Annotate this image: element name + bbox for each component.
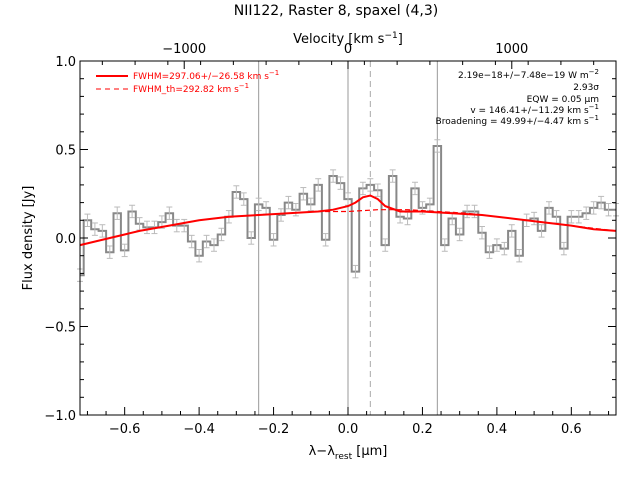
annotation-eqw: EQW = 0.05 μm <box>527 95 599 105</box>
x-tick-label: 0.0 <box>338 422 359 437</box>
top-tick-label: 1000 <box>495 42 528 57</box>
y-tick-label: 1.0 <box>55 55 76 70</box>
error-bar <box>129 204 136 219</box>
error-bar <box>434 139 441 153</box>
fit-annotations: 2.19e−18+/−7.48e−19 W m−2 2.93σ EQW = 0.… <box>436 68 600 127</box>
error-bar <box>374 183 381 197</box>
error-bar <box>583 206 590 220</box>
y-tick-label: 0.5 <box>55 144 76 159</box>
error-bar <box>322 233 329 247</box>
annotation-velocity: v = 146.41+/−11.29 km s−1 <box>470 103 599 116</box>
error-bar <box>196 249 203 263</box>
error-bar <box>501 241 508 256</box>
y-tick-label: −0.5 <box>44 321 76 336</box>
y-axis-label: Flux density [Jy] <box>21 186 36 291</box>
error-bar <box>315 178 322 192</box>
error-bar <box>99 224 106 238</box>
error-bar <box>114 206 121 220</box>
error-bar <box>233 185 240 199</box>
error-bar <box>218 227 225 242</box>
annotation-flux: 2.19e−18+/−7.48e−19 W m−2 <box>458 68 599 81</box>
error-bar <box>389 169 396 183</box>
error-bar <box>337 176 344 190</box>
error-bar <box>300 187 307 201</box>
error-bar <box>546 201 552 215</box>
error-bar <box>382 238 389 252</box>
error-bar <box>173 218 180 233</box>
error-bar <box>412 181 418 196</box>
error-bar <box>479 225 485 240</box>
error-bar <box>255 197 262 212</box>
error-bar <box>471 204 478 219</box>
legend-theory-label: FWHM_th=292.82 km s−1 <box>133 82 249 95</box>
annotation-broadening: Broadening = 49.99+/−4.47 km s−1 <box>436 114 599 127</box>
error-bar <box>560 241 567 256</box>
error-bar <box>598 195 605 210</box>
error-bar <box>590 201 597 215</box>
error-bar <box>508 224 515 238</box>
error-bar <box>188 234 195 249</box>
error-bar <box>144 220 150 235</box>
error-bar <box>121 243 128 258</box>
error-bar <box>516 249 523 263</box>
error-bar <box>285 195 292 210</box>
error-bar <box>531 211 538 226</box>
error-bar <box>166 206 173 220</box>
chart-title: NII122, Raster 8, spaxel (4,3) <box>234 3 439 19</box>
x-tick-label: −0.4 <box>183 422 215 437</box>
top-tick-label: −1000 <box>162 42 206 57</box>
error-bar <box>106 245 113 259</box>
x-tick-label: −0.2 <box>258 422 290 437</box>
error-bar <box>486 245 493 259</box>
error-bar <box>367 178 374 192</box>
error-bar <box>359 181 366 196</box>
error-bar <box>605 202 612 217</box>
x-tick-label: 0.4 <box>487 422 508 437</box>
plot-area: −0.6 −0.4 −0.2 0.0 0.2 0.4 0.6 −1000 0 1000 −1.0 −0… <box>44 42 619 437</box>
top-tick-label: 0 <box>344 42 352 57</box>
error-bar <box>575 210 582 224</box>
error-bar <box>330 169 337 183</box>
error-bar <box>84 213 91 227</box>
error-bar <box>292 202 299 217</box>
error-bar <box>203 234 210 249</box>
theory-fit-line <box>79 209 617 246</box>
y-tick-label: 0.0 <box>55 232 76 247</box>
error-bar <box>181 218 188 233</box>
x-axis-label: λ−λrest [μm] <box>309 444 388 462</box>
legend-fit-label: FWHM=297.06+/−26.58 km s−1 <box>133 69 279 82</box>
error-bar <box>538 224 545 238</box>
error-bar <box>307 197 314 212</box>
error-bar <box>464 204 471 219</box>
x-tick-label: 0.2 <box>412 422 433 437</box>
error-bar <box>91 222 98 236</box>
x-tick-label: 0.6 <box>561 422 582 437</box>
error-bar <box>278 208 284 222</box>
error-bar <box>441 238 448 252</box>
x-tick-label: −0.6 <box>109 422 141 437</box>
flux-step-line <box>80 145 616 277</box>
error-bar <box>270 233 277 247</box>
annotation-significance: 2.93σ <box>573 83 599 93</box>
error-bar <box>568 210 575 224</box>
error-bar <box>211 238 217 252</box>
error-bar <box>352 264 359 279</box>
error-bar <box>248 231 255 245</box>
top-axis-label: Velocity [km s−1] <box>293 31 403 47</box>
error-bar <box>240 192 247 206</box>
y-tick-label: −1.0 <box>44 409 76 424</box>
error-bar <box>493 238 500 252</box>
error-bar <box>456 227 463 242</box>
legend: FWHM=297.06+/−26.58 km s−1 FWHM_th=292.8… <box>96 69 279 95</box>
